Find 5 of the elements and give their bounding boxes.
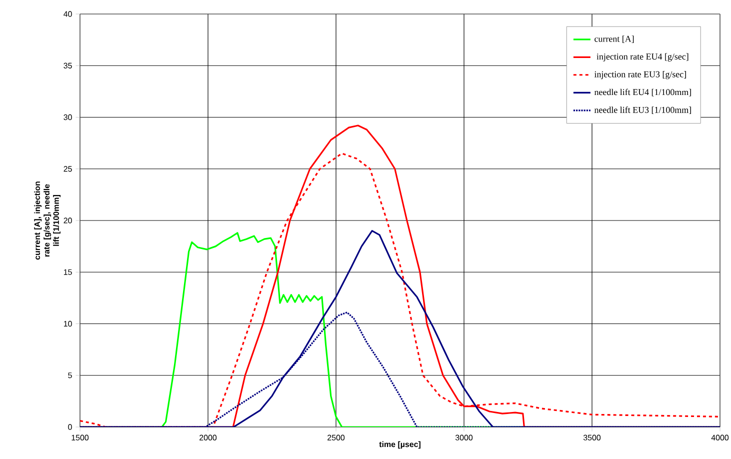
legend-label: current [A]: [594, 36, 634, 44]
legend-label: needle lift EU3 [1/100mm]: [594, 106, 691, 114]
legend-label: injection rate EU4 [g/sec]: [596, 53, 688, 62]
legend-label: injection rate EU3 [g/sec]: [594, 71, 686, 80]
legend-label: needle lift EU4 [1/100mm]: [594, 88, 691, 96]
